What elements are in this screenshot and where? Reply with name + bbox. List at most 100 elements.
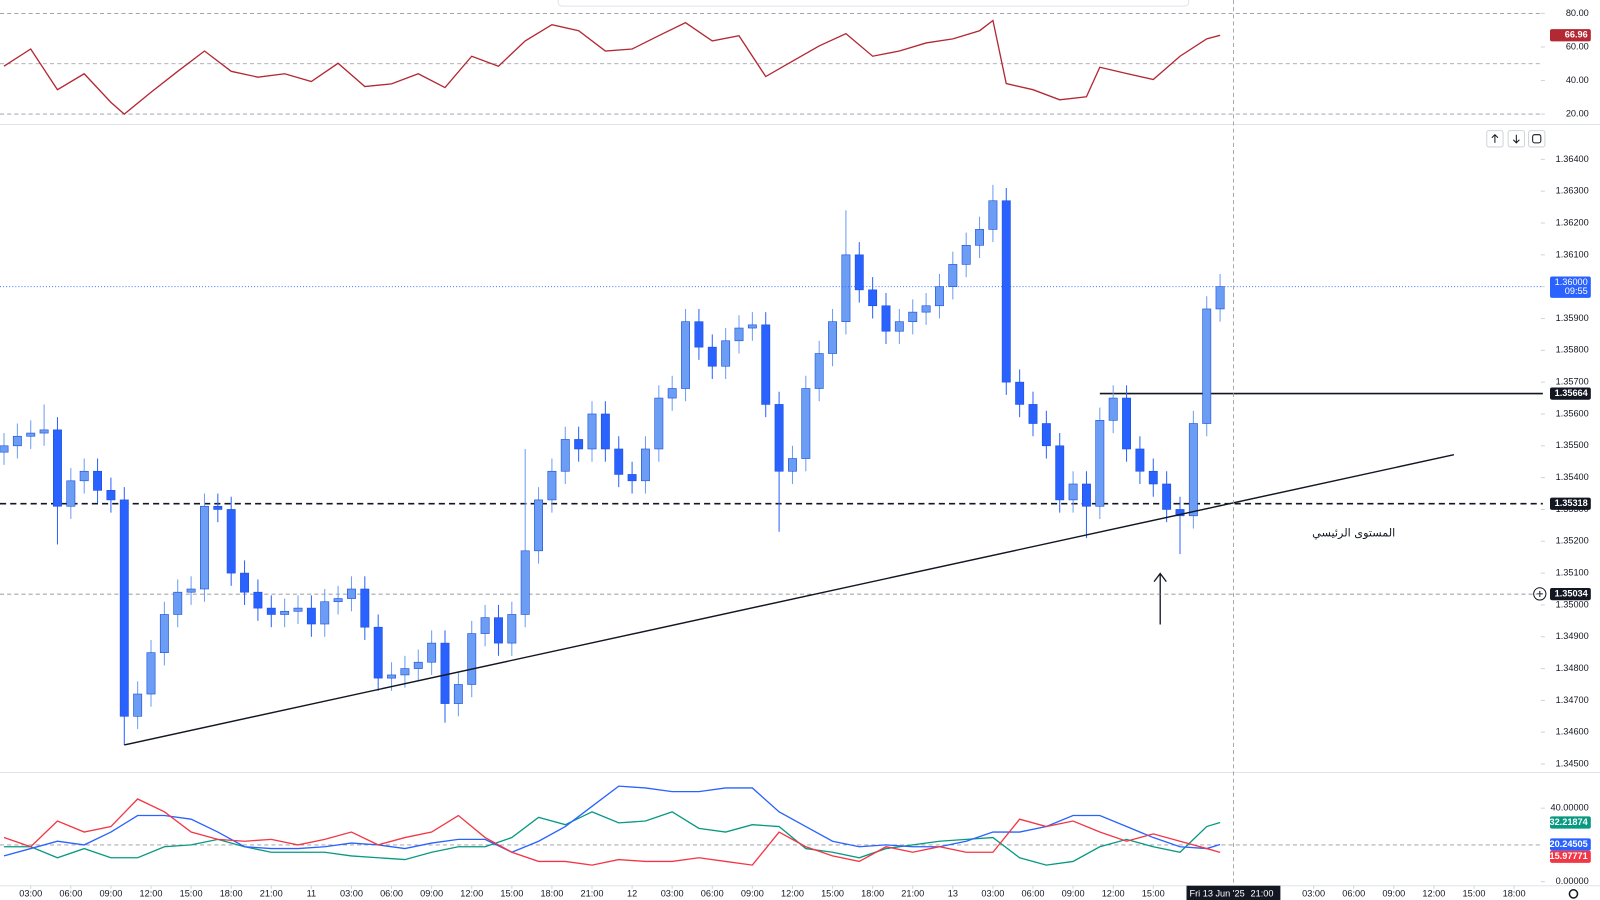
candle-body <box>494 617 503 644</box>
candle-body <box>627 474 637 482</box>
value-tag <box>1550 838 1591 851</box>
x-tick-label: 09:00 <box>1382 888 1405 898</box>
candle-body <box>186 588 196 593</box>
x-tick-label: 09:00 <box>420 888 443 898</box>
candle-body <box>654 397 664 450</box>
settings-icon[interactable] <box>1568 889 1579 899</box>
candle-body <box>948 264 958 287</box>
y-tick-label: 1.36300 <box>1556 186 1589 196</box>
y-tick-label: 20.00 <box>1566 108 1589 118</box>
candle-body <box>534 499 543 552</box>
scale-buttons <box>1486 130 1546 148</box>
candle-body <box>253 591 263 609</box>
value-tag-label: 66.96 <box>1565 30 1588 40</box>
candle-body <box>387 674 397 679</box>
candle-body <box>854 254 864 291</box>
series-line <box>3 19 1221 115</box>
y-tick-label: 1.34900 <box>1556 631 1589 641</box>
candle-body <box>841 254 851 322</box>
candle-body <box>400 668 410 676</box>
candle-body <box>560 439 570 472</box>
candle-body <box>1175 509 1185 517</box>
candle-body <box>347 588 356 599</box>
series-line <box>3 798 1221 866</box>
candle-body <box>734 327 744 342</box>
x-tick-label: 18:00 <box>861 888 884 898</box>
x-tick-label: 12 <box>627 888 637 898</box>
candle-body <box>814 353 824 389</box>
candle-body <box>788 458 797 472</box>
candle-body <box>453 684 463 704</box>
legend-box <box>557 0 1190 7</box>
candle-body <box>507 614 517 644</box>
candle-body <box>146 652 156 695</box>
candle-body <box>320 601 330 625</box>
y-tick-label: 1.36400 <box>1556 154 1589 164</box>
candle-body <box>1148 470 1158 485</box>
candle-body <box>213 505 223 510</box>
crosshair-date: Fri 13 Jun '25 <box>1189 888 1244 898</box>
candle-body <box>614 448 624 475</box>
x-tick-label: 09:00 <box>741 888 764 898</box>
y-tick-label: 1.35800 <box>1556 345 1589 355</box>
x-tick-label: 12:00 <box>140 888 163 898</box>
candle-body <box>600 413 610 450</box>
y-tick-label: 1.36200 <box>1556 217 1589 227</box>
candle-body <box>1001 200 1011 383</box>
value-tag-label: 20.24505 <box>1549 839 1587 849</box>
candle-body <box>801 388 811 459</box>
icon <box>1491 133 1499 143</box>
y-tick-label: 1.34800 <box>1556 663 1589 673</box>
candle-body <box>774 404 784 472</box>
candle-body <box>520 550 530 615</box>
candle-body <box>894 321 904 332</box>
button-reset[interactable] <box>1528 130 1546 148</box>
y-tick-label: 1.36100 <box>1556 249 1589 259</box>
candle-body <box>707 346 717 367</box>
candle-body <box>333 598 343 603</box>
x-tick-label: 06:00 <box>1022 888 1045 898</box>
icon <box>1532 134 1542 144</box>
candle-body <box>988 200 998 230</box>
candle-body <box>39 429 49 434</box>
y-tick-label: 40.00 <box>1566 75 1589 85</box>
candle-body <box>240 572 250 593</box>
x-tick-label: 06:00 <box>380 888 403 898</box>
crosshair-time: 21:00 <box>1251 888 1274 898</box>
price-tag <box>1550 276 1591 298</box>
candle-body <box>12 435 22 447</box>
annotation: المستوى الرئيسي <box>1312 526 1395 539</box>
y-tick-label: 1.35900 <box>1556 313 1589 323</box>
y-tick-label: 1.35600 <box>1556 408 1589 418</box>
x-tick-label: 12:00 <box>1102 888 1125 898</box>
candle-body <box>0 445 9 453</box>
y-tick-label: 0.00000 <box>1556 876 1589 886</box>
candle-body <box>1215 286 1225 310</box>
candle-body <box>761 324 771 405</box>
candle-body <box>908 311 918 322</box>
candle-body <box>921 305 931 313</box>
x-tick-label: 12:00 <box>781 888 804 898</box>
x-tick-label: 18:00 <box>220 888 243 898</box>
y-tick-label: 1.35000 <box>1556 599 1589 609</box>
value-tag-label: 32.21874 <box>1549 817 1588 827</box>
candle-body <box>1122 397 1131 450</box>
candle-body <box>467 633 477 685</box>
candle-body <box>1162 483 1172 510</box>
x-tick-label: 13 <box>948 888 958 898</box>
candle-body <box>1095 420 1105 507</box>
x-tick-label: 03:00 <box>340 888 363 898</box>
candle-body <box>681 321 690 389</box>
x-tick-label: 21:00 <box>260 888 283 898</box>
candle-body <box>694 321 704 348</box>
crosshair-tag <box>1186 885 1281 900</box>
candle-body <box>1188 423 1198 517</box>
candle-body <box>427 642 437 663</box>
candle-body <box>574 439 584 450</box>
y-tick-label: 60.00 <box>1566 41 1589 51</box>
candle-body <box>360 588 370 628</box>
candle-body <box>1135 448 1145 472</box>
candle-body <box>828 321 837 354</box>
candle-body <box>53 429 62 507</box>
